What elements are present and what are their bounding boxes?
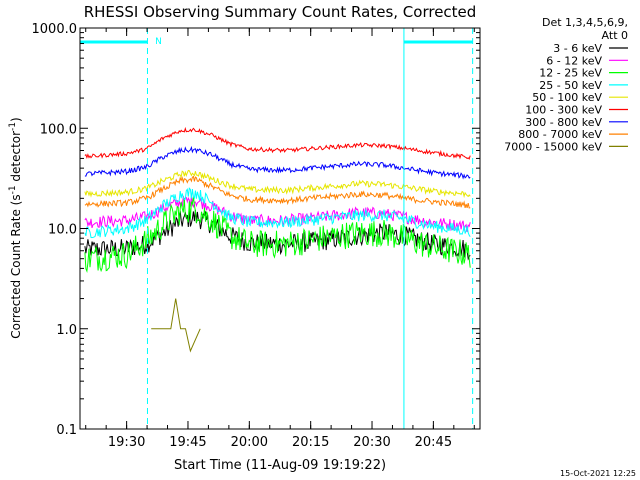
series-line-6 xyxy=(84,126,471,160)
x-tick-label-4: 20:15 xyxy=(292,435,329,450)
legend-header-1: Det 1,3,4,5,6,9, xyxy=(542,16,628,29)
y-axis-label-mid: detector xyxy=(9,131,23,186)
legend-label-2: 6 - 12 keV xyxy=(546,54,602,67)
x-tick-label-1: 19:30 xyxy=(108,435,145,450)
x-tick-label-6: 20:45 xyxy=(415,435,452,450)
plot-frame xyxy=(79,27,481,430)
y-tick-label-1: 0.1 xyxy=(56,423,77,438)
series-line-2 xyxy=(84,195,471,232)
legend-header-2: Att 0 xyxy=(602,29,628,42)
series-line-8 xyxy=(84,175,471,209)
series-line-4 xyxy=(84,187,471,239)
legend-label-6: 100 - 300 keV xyxy=(525,104,602,117)
x-tick-label-3: 20:00 xyxy=(231,435,268,450)
legend-label-5: 50 - 100 keV xyxy=(532,91,602,104)
y-axis-label-close: ) xyxy=(9,117,23,122)
y-axis-label-sup1: -1 xyxy=(8,185,18,194)
chart-title: RHESSI Observing Summary Count Rates, Co… xyxy=(84,3,477,21)
legend-label-9: 7000 - 15000 keV xyxy=(504,140,602,153)
legend-label-4: 25 - 50 keV xyxy=(539,79,602,92)
series-line-3 xyxy=(84,196,471,273)
legend-label-8: 800 - 7000 keV xyxy=(518,128,602,141)
night-label: N xyxy=(155,37,162,47)
series-line-9 xyxy=(151,298,201,353)
series-line-7 xyxy=(84,145,471,180)
footer-timestamp: 15-Oct-2021 12:25 xyxy=(560,469,636,478)
y-axis-label-sup2: -1 xyxy=(8,122,18,131)
legend-label-3: 12 - 25 keV xyxy=(539,67,602,80)
y-tick-label-5: 1000.0 xyxy=(32,22,78,37)
x-tick-label-5: 20:30 xyxy=(353,435,390,450)
x-axis-label: Start Time (11-Aug-09 19:19:22) xyxy=(174,458,386,473)
series-line-5 xyxy=(84,169,471,199)
y-tick-label-3: 10.0 xyxy=(48,223,77,238)
y-tick-label-2: 1.0 xyxy=(56,323,77,338)
y-tick-label-4: 100.0 xyxy=(40,122,77,137)
legend-label-1: 3 - 6 keV xyxy=(553,42,602,55)
legend-label-7: 300 - 800 keV xyxy=(525,116,602,129)
x-tick-label-2: 19:45 xyxy=(169,435,206,450)
y-axis-label-main: Corrected Count Rate (s xyxy=(9,194,23,338)
y-axis-label: Corrected Count Rate (s-1 detector-1) xyxy=(8,117,23,338)
